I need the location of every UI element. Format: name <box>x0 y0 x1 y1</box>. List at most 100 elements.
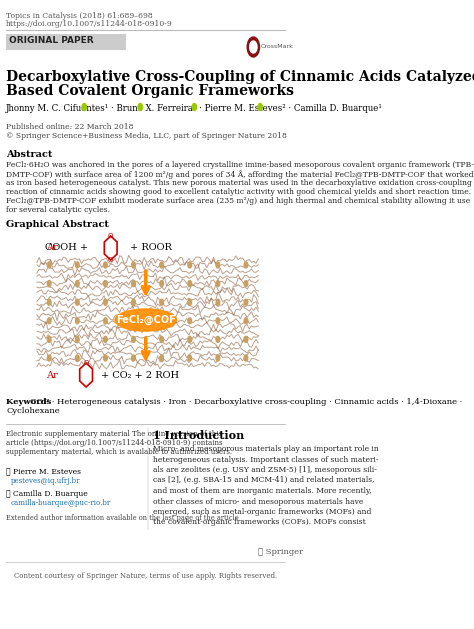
Circle shape <box>47 299 51 305</box>
Circle shape <box>160 337 164 342</box>
Text: Published online: 22 March 2018: Published online: 22 March 2018 <box>6 123 134 131</box>
Circle shape <box>188 299 191 305</box>
Circle shape <box>188 355 191 361</box>
Circle shape <box>247 37 259 57</box>
Text: and most of them are inorganic materials. More recently,: and most of them are inorganic materials… <box>153 487 371 495</box>
FancyBboxPatch shape <box>6 34 126 50</box>
Circle shape <box>132 337 136 342</box>
Circle shape <box>244 262 248 268</box>
Circle shape <box>188 318 191 324</box>
Circle shape <box>75 355 79 361</box>
Text: https://doi.org/10.1007/s11244-018-0910-9: https://doi.org/10.1007/s11244-018-0910-… <box>6 20 173 28</box>
Text: COOH +: COOH + <box>45 243 88 252</box>
Circle shape <box>216 337 220 342</box>
FancyArrowPatch shape <box>142 338 149 359</box>
Circle shape <box>160 318 164 324</box>
Circle shape <box>75 299 79 305</box>
Text: pesteves@iq.ufrj.br: pesteves@iq.ufrj.br <box>11 477 81 485</box>
Circle shape <box>132 299 136 305</box>
Circle shape <box>244 355 248 361</box>
Circle shape <box>138 104 142 111</box>
Circle shape <box>104 262 107 268</box>
Circle shape <box>188 337 191 342</box>
Circle shape <box>47 355 51 361</box>
Text: 1 Introduction: 1 Introduction <box>153 430 244 441</box>
Text: Cyclohexane: Cyclohexane <box>6 407 60 415</box>
Circle shape <box>250 41 257 53</box>
Circle shape <box>160 355 164 361</box>
Circle shape <box>244 299 248 305</box>
Circle shape <box>216 318 220 324</box>
Text: Micro- and mesoporous materials play an important role in: Micro- and mesoporous materials play an … <box>153 445 378 453</box>
Text: O: O <box>108 233 113 239</box>
Circle shape <box>104 299 107 305</box>
Text: als are zeolites (e.g. USY and ZSM-5) [1], mesoporous sili-: als are zeolites (e.g. USY and ZSM-5) [1… <box>153 466 376 474</box>
Text: emerged, such as metal-organic frameworks (MOFs) and: emerged, such as metal-organic framework… <box>153 508 371 516</box>
Circle shape <box>82 104 86 111</box>
Text: CrossMark: CrossMark <box>261 45 293 50</box>
Circle shape <box>104 318 107 324</box>
Circle shape <box>216 355 220 361</box>
Circle shape <box>75 281 79 287</box>
Text: Keywords: Keywords <box>6 398 55 406</box>
Text: © Springer Science+Business Media, LLC, part of Springer Nature 2018: © Springer Science+Business Media, LLC, … <box>6 132 287 140</box>
Text: other classes of micro- and mesoporous materials have: other classes of micro- and mesoporous m… <box>153 498 363 506</box>
Circle shape <box>75 262 79 268</box>
Text: FeCl₂@COF: FeCl₂@COF <box>116 315 175 325</box>
Text: + ROOR: + ROOR <box>130 243 172 252</box>
Text: O: O <box>108 257 113 263</box>
Circle shape <box>216 281 220 287</box>
Circle shape <box>104 355 107 361</box>
Text: the covalent-organic frameworks (COFs). MOFs consist: the covalent-organic frameworks (COFs). … <box>153 518 365 526</box>
Text: COF · Heterogeneous catalysis · Iron · Decarboxylative cross-coupling · Cinnamic: COF · Heterogeneous catalysis · Iron · D… <box>29 398 462 406</box>
Text: O: O <box>83 360 89 366</box>
Circle shape <box>216 299 220 305</box>
Circle shape <box>75 337 79 342</box>
Circle shape <box>244 281 248 287</box>
Circle shape <box>132 281 136 287</box>
Circle shape <box>132 318 136 324</box>
Circle shape <box>104 281 107 287</box>
Text: Based Covalent Organic Frameworks: Based Covalent Organic Frameworks <box>6 84 294 98</box>
Circle shape <box>104 337 107 342</box>
Text: DMTP-COF) with surface area of 1200 m²/g and pores of 34 Å, affording the materi: DMTP-COF) with surface area of 1200 m²/g… <box>6 170 474 179</box>
Text: ✉ Camilla D. Buarque: ✉ Camilla D. Buarque <box>6 490 88 498</box>
Circle shape <box>47 262 51 268</box>
Circle shape <box>244 318 248 324</box>
Text: camilla-buarque@puc-rio.br: camilla-buarque@puc-rio.br <box>11 499 111 507</box>
Text: Electronic supplementary material The online version of this
article (https://do: Electronic supplementary material The on… <box>6 430 232 457</box>
Circle shape <box>132 262 136 268</box>
Ellipse shape <box>115 309 176 331</box>
Text: ✉ Pierre M. Esteves: ✉ Pierre M. Esteves <box>6 468 81 476</box>
Text: cas [2], (e.g. SBA-15 and MCM-41) and related materials,: cas [2], (e.g. SBA-15 and MCM-41) and re… <box>153 477 374 484</box>
Circle shape <box>188 281 191 287</box>
Circle shape <box>47 318 51 324</box>
Circle shape <box>216 262 220 268</box>
Circle shape <box>160 299 164 305</box>
Circle shape <box>258 104 262 111</box>
Text: Extended author information available on the last page of the article: Extended author information available on… <box>6 514 239 522</box>
Text: Decarboxylative Cross-Coupling of Cinnamic Acids Catalyzed by Iron-: Decarboxylative Cross-Coupling of Cinnam… <box>6 70 474 84</box>
Text: reaction of cinnamic acids showing good to excellent catalytic activity with goo: reaction of cinnamic acids showing good … <box>6 188 471 196</box>
Text: FeCl₂·6H₂O was anchored in the pores of a layered crystalline imine-based mesopo: FeCl₂·6H₂O was anchored in the pores of … <box>6 161 474 169</box>
Text: + CO₂ + 2 ROH: + CO₂ + 2 ROH <box>101 370 180 379</box>
Text: Ⓢ Springer: Ⓢ Springer <box>258 548 303 556</box>
Circle shape <box>160 281 164 287</box>
Circle shape <box>75 318 79 324</box>
Text: Jhonny M. C. Cifuentes¹ · Bruno X. Ferreira¹ · Pierre M. Esteves² · Camilla D. B: Jhonny M. C. Cifuentes¹ · Bruno X. Ferre… <box>6 104 383 113</box>
Text: Content courtesy of Springer Nature, terms of use apply. Rights reserved.: Content courtesy of Springer Nature, ter… <box>14 572 277 580</box>
Text: Graphical Abstract: Graphical Abstract <box>6 220 109 229</box>
Text: Topics in Catalysis (2018) 61:689–698: Topics in Catalysis (2018) 61:689–698 <box>6 12 153 20</box>
Text: FeCl₂@TPB-DMTP-COF exhibit moderate surface area (235 m²/g) and high thermal and: FeCl₂@TPB-DMTP-COF exhibit moderate surf… <box>6 197 470 205</box>
Text: Ar: Ar <box>46 243 58 252</box>
Text: ORIGINAL PAPER: ORIGINAL PAPER <box>9 36 94 45</box>
Circle shape <box>244 337 248 342</box>
Text: heterogeneous catalysis. Important classes of such materi-: heterogeneous catalysis. Important class… <box>153 455 378 464</box>
Text: Abstract: Abstract <box>6 150 53 159</box>
Text: for several catalytic cycles.: for several catalytic cycles. <box>6 206 110 214</box>
FancyArrowPatch shape <box>142 270 149 293</box>
Circle shape <box>47 337 51 342</box>
Text: as iron based heterogeneous catalyst. This new porous material was used in the d: as iron based heterogeneous catalyst. Th… <box>6 179 472 187</box>
Circle shape <box>188 262 191 268</box>
Circle shape <box>160 262 164 268</box>
